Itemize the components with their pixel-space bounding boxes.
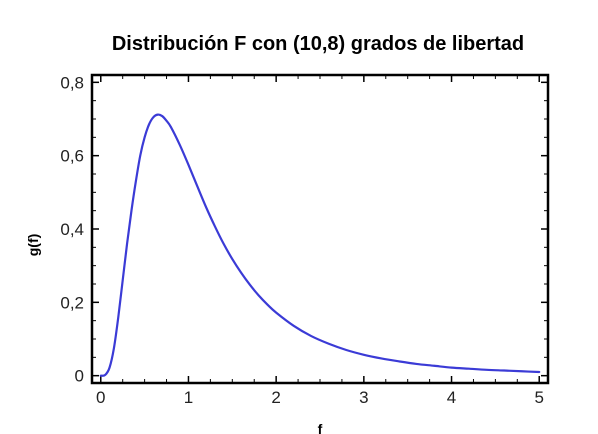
x-tick-label: 0: [96, 388, 105, 407]
y-tick-label: 0,4: [60, 220, 84, 239]
x-axis-label: f: [318, 421, 323, 434]
y-tick-label: 0,6: [60, 147, 84, 166]
x-tick-label: 3: [359, 388, 368, 407]
y-tick-label: 0: [75, 367, 84, 386]
x-tick-label: 5: [534, 388, 543, 407]
x-tick-label: 4: [447, 388, 456, 407]
chart-title: Distribución F con (10,8) grados de libe…: [112, 33, 524, 55]
density-curve: [99, 113, 541, 377]
plot-area: [90, 73, 550, 385]
y-axis-label: g(f): [25, 234, 41, 257]
y-tick-labels: 0 0,2 0,4 0,6 0,8: [60, 73, 84, 385]
y-tick-label: 0,8: [60, 73, 84, 92]
x-tick-label: 2: [271, 388, 280, 407]
plot-frame: [90, 73, 550, 385]
x-tick-labels: 0 1 2 3 4 5: [96, 388, 544, 407]
x-tick-label: 1: [184, 388, 193, 407]
y-tick-label: 0,2: [60, 293, 84, 312]
tick-marks: [92, 75, 548, 383]
